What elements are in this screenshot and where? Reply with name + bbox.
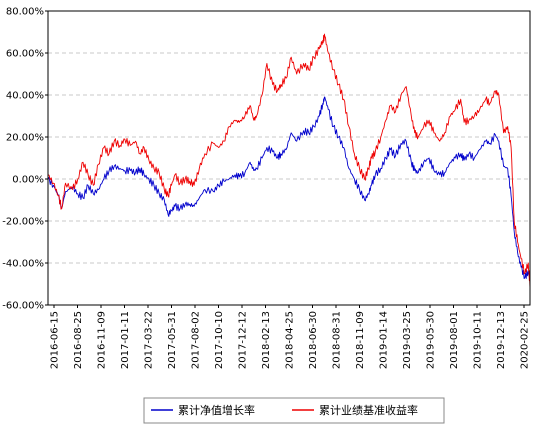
- y-tick-label: 20.00%: [6, 133, 44, 144]
- y-axis-ticks: 80.00% 60.00% 40.00% 20.00% 0.00% -20.00% -40.…: [2, 7, 48, 312]
- y-tick-label: 60.00%: [6, 49, 44, 60]
- x-tick-label: 2017-08-02: [191, 311, 202, 369]
- x-tick-label: 2018-11-09: [355, 311, 366, 369]
- x-tick-label: 2019-03-25: [402, 311, 413, 369]
- y-tick-label: -20.00%: [2, 217, 44, 228]
- x-tick-label: 2018-02-13: [261, 311, 272, 369]
- x-tick-label: 2019-12-13: [496, 311, 507, 369]
- series-line-0: [47, 96, 531, 280]
- x-tick-label: 2016-08-25: [73, 311, 84, 369]
- x-tick-label: 2017-10-10: [214, 311, 225, 369]
- x-tick-label: 2020-02-25: [520, 311, 531, 369]
- x-tick-label: 2018-08-31: [332, 311, 343, 369]
- gridlines: [48, 52, 530, 264]
- y-tick-label: -40.00%: [2, 259, 44, 270]
- x-tick-label: 2018-06-30: [308, 311, 319, 369]
- x-axis-ticks: 2016-06-15 2016-08-25 2016-11-09 2017-01-11…: [50, 305, 531, 369]
- y-tick-label: 80.00%: [6, 7, 44, 18]
- y-tick-label: -60.00%: [2, 301, 44, 312]
- series-lines: [47, 33, 531, 289]
- x-tick-label: 2019-10-11: [473, 311, 484, 369]
- x-tick-label: 2017-05-31: [167, 311, 178, 369]
- x-tick-label: 2016-06-15: [50, 311, 61, 369]
- x-tick-label: 2019-08-01: [449, 311, 460, 369]
- x-tick-label: 2018-04-25: [285, 311, 296, 369]
- x-tick-label: 2017-01-11: [120, 311, 131, 369]
- x-tick-label: 2016-11-09: [97, 311, 108, 369]
- y-tick-label: 0.00%: [12, 175, 44, 186]
- series-line-1: [47, 33, 531, 289]
- x-tick-label: 2019-01-14: [379, 311, 390, 369]
- x-tick-label: 2017-12-12: [238, 311, 249, 369]
- x-tick-label: 2019-05-30: [426, 311, 437, 369]
- legend-label-0: 累计净值增长率: [178, 403, 255, 417]
- legend: 累计净值增长率 累计业绩基准收益率: [143, 397, 445, 424]
- legend-label-1: 累计业绩基准收益率: [319, 403, 418, 417]
- y-tick-label: 40.00%: [6, 91, 44, 102]
- x-tick-label: 2017-03-22: [144, 311, 155, 369]
